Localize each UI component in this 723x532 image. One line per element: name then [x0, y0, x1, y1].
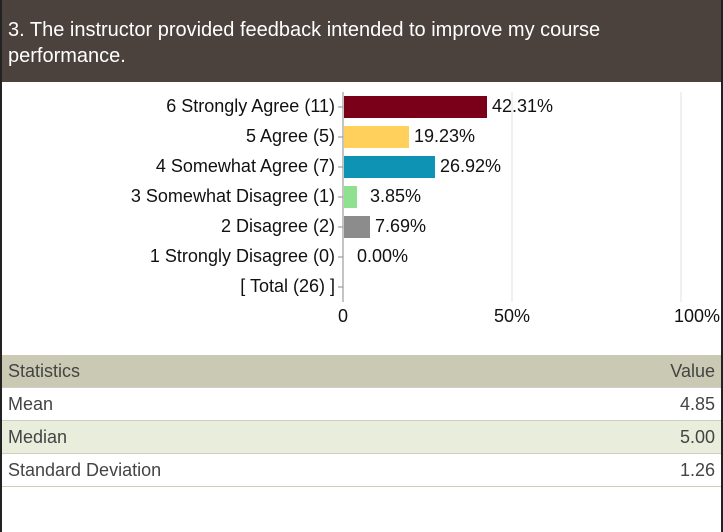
stat-name: Median: [2, 420, 538, 454]
stat-name: Standard Deviation: [2, 453, 538, 487]
y-tick-label: 6 Strongly Agree (11): [166, 96, 335, 116]
y-tick-label: 3 Somewhat Disagree (1): [131, 186, 335, 206]
bar: [344, 96, 488, 118]
value-label: 19.23%: [414, 126, 475, 146]
y-tick-label: 5 Agree (5): [246, 126, 335, 146]
stat-value: 1.26: [537, 453, 721, 487]
bar: [344, 126, 409, 148]
stat-name: Mean: [2, 387, 538, 421]
y-tick-label: [ Total (26) ]: [240, 276, 335, 296]
value-label: 7.69%: [375, 216, 426, 236]
stats-row: Standard Deviation 1.26: [2, 453, 721, 487]
value-label: 26.92%: [440, 156, 501, 176]
value-label: 42.31%: [492, 96, 553, 116]
y-tick-label: 2 Disagree (2): [221, 216, 335, 236]
x-tick-label: 0: [338, 306, 348, 326]
value-label: 3.85%: [370, 186, 421, 206]
bar: [344, 186, 358, 208]
x-tick-label: 100%: [674, 306, 720, 326]
y-tick-label: 4 Somewhat Agree (7): [156, 156, 335, 176]
stats-table: Statistics Value Mean 4.85 Median 5.00 S…: [2, 355, 721, 487]
header-cell: Statistics: [2, 355, 538, 388]
y-tick-label: 1 Strongly Disagree (0): [150, 246, 335, 266]
stat-value: 5.00: [537, 420, 721, 454]
header-cell: Value: [537, 355, 721, 388]
value-label: 0.00%: [357, 246, 408, 266]
stats-row: Mean 4.85: [2, 387, 721, 421]
question-title: 3. The instructor provided feedback inte…: [2, 0, 721, 82]
stats-row: Median 5.00: [2, 420, 721, 454]
bar: [344, 156, 435, 178]
x-tick-label: 50%: [494, 306, 530, 326]
stat-value: 4.85: [537, 387, 721, 421]
chart: 0 50% 100% 6 Strongly Agree (11) 42.31% 5 Agr…: [131, 92, 720, 326]
stats-header: Statistics Value: [2, 355, 721, 388]
bar: [344, 216, 370, 238]
